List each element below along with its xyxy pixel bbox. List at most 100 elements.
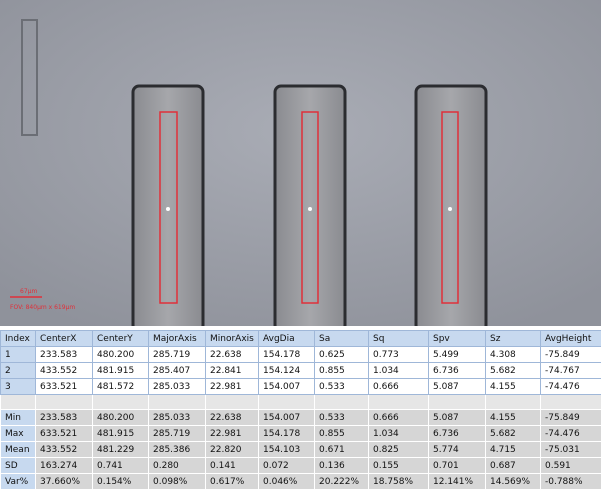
- table-cell: 0.617%: [205, 473, 259, 490]
- table-cell: 154.178: [258, 346, 315, 363]
- table-cell: 154.178: [258, 425, 315, 442]
- table-cell: 154.007: [258, 378, 315, 395]
- table-cell: -75.849: [540, 346, 601, 363]
- table-cell: CenterX: [35, 330, 93, 347]
- table-cell: 6.736: [428, 362, 486, 379]
- table-cell: 0.533: [314, 409, 369, 426]
- table-cell: -75.031: [540, 441, 601, 458]
- table-cell: 0.625: [314, 346, 369, 363]
- table-cell: 233.583: [35, 409, 93, 426]
- table-cell: 0.825: [368, 441, 429, 458]
- table-cell: 285.719: [148, 346, 206, 363]
- table-cell: CenterY: [92, 330, 149, 347]
- table-cell: 1: [0, 346, 36, 363]
- table-cell: 5.682: [485, 425, 541, 442]
- table-cell: Sz: [485, 330, 541, 347]
- table-cell: 0.855: [314, 425, 369, 442]
- table-cell: 5.087: [428, 378, 486, 395]
- table-cell: 0.591: [540, 457, 601, 474]
- table-cell: AvgHeight: [540, 330, 601, 347]
- table-cell: Min: [0, 409, 36, 426]
- table-cell: 433.552: [35, 441, 93, 458]
- table-cell: [205, 394, 259, 410]
- table-cell: 433.552: [35, 362, 93, 379]
- table-cell: 22.638: [205, 346, 259, 363]
- table-cell: 0.136: [314, 457, 369, 474]
- roi: [301, 111, 319, 304]
- table-cell: [35, 394, 93, 410]
- table-cell: 4.308: [485, 346, 541, 363]
- table-cell: 480.200: [92, 409, 149, 426]
- table-row: Min 233.583 480.200 285.033 22.638 154.007 0.5…: [0, 409, 601, 426]
- table-cell: 0.141: [205, 457, 259, 474]
- table-cell: 0.701: [428, 457, 486, 474]
- table-cell: Var%: [0, 473, 36, 490]
- table-cell: 0.687: [485, 457, 541, 474]
- table-cell: 0.154%: [92, 473, 149, 490]
- table-cell: 0.072: [258, 457, 315, 474]
- table-row: SD 163.274 0.741 0.280 0.141 0.072 0.136 0.155 0…: [0, 457, 601, 474]
- table-cell: 6.736: [428, 425, 486, 442]
- table-cell: 480.200: [92, 346, 149, 363]
- well: [414, 84, 488, 326]
- roi: [159, 111, 178, 304]
- table-cell: 154.124: [258, 362, 315, 379]
- scale-label: 67μm: [20, 288, 37, 295]
- roi: [441, 111, 459, 304]
- table-cell: 0.666: [368, 409, 429, 426]
- table-cell: [0, 394, 36, 410]
- table-cell: Mean: [0, 441, 36, 458]
- table-cell: [540, 394, 601, 410]
- table-cell: 5.682: [485, 362, 541, 379]
- table-cell: [258, 394, 315, 410]
- table-row: Max 633.521 481.915 285.719 22.981 154.178 0.8…: [0, 425, 601, 442]
- table-cell: 4.155: [485, 378, 541, 395]
- table-cell: 285.719: [148, 425, 206, 442]
- table-cell: -0.788%: [540, 473, 601, 490]
- table-cell: 5.087: [428, 409, 486, 426]
- wells: [131, 84, 488, 326]
- table-cell: 1.034: [368, 425, 429, 442]
- table-cell: MinorAxis: [205, 330, 259, 347]
- table-row: [0, 394, 601, 410]
- table-cell: 163.274: [35, 457, 93, 474]
- table-cell: -74.767: [540, 362, 601, 379]
- table-cell: 0.671: [314, 441, 369, 458]
- table-cell: 0.098%: [148, 473, 206, 490]
- center: [308, 207, 312, 211]
- table-cell: 22.981: [205, 378, 259, 395]
- table-row: Index CenterX CenterY MajorAxis MinorAxis Avg…: [0, 330, 601, 347]
- table-row: 1 233.583 480.200 285.719 22.638 154.178 0.625…: [0, 346, 601, 363]
- table-cell: 481.915: [92, 425, 149, 442]
- table-cell: 1.034: [368, 362, 429, 379]
- table-cell: 14.569%: [485, 473, 541, 490]
- table-cell: 233.583: [35, 346, 93, 363]
- table-cell: 22.981: [205, 425, 259, 442]
- table-cell: [368, 394, 429, 410]
- table-cell: [92, 394, 149, 410]
- well: [131, 84, 205, 326]
- marker: [21, 19, 38, 136]
- table-cell: 18.758%: [368, 473, 429, 490]
- table-cell: 22.841: [205, 362, 259, 379]
- table-cell: 481.229: [92, 441, 149, 458]
- table-cell: Spv: [428, 330, 486, 347]
- center: [448, 207, 452, 211]
- table-cell: 22.820: [205, 441, 259, 458]
- table-cell: -74.476: [540, 425, 601, 442]
- table-cell: Max: [0, 425, 36, 442]
- table-cell: 633.521: [35, 378, 93, 395]
- table-cell: Sa: [314, 330, 369, 347]
- table-cell: MajorAxis: [148, 330, 206, 347]
- table-cell: 481.915: [92, 362, 149, 379]
- center: [166, 207, 170, 211]
- table-cell: 2: [0, 362, 36, 379]
- results-table: Index CenterX CenterY MajorAxis MinorAxis Avg…: [0, 330, 601, 490]
- table-cell: SD: [0, 457, 36, 474]
- fov-label: FOV: 840μm x 619μm: [10, 304, 75, 311]
- table-cell: [485, 394, 541, 410]
- table-cell: 20.222%: [314, 473, 369, 490]
- table-cell: 0.855: [314, 362, 369, 379]
- table-cell: 0.280: [148, 457, 206, 474]
